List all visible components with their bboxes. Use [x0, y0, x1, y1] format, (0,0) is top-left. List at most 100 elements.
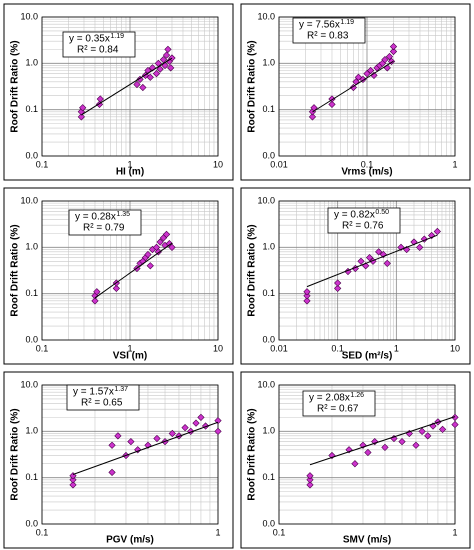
plot-frame — [278, 384, 456, 525]
data-point — [385, 52, 394, 61]
data-point — [306, 472, 314, 480]
annotation-equation: y = 1.57x — [73, 387, 114, 398]
annotation-r2: R² = 0.83 — [307, 31, 349, 42]
y-tick-label: 1.0 — [25, 242, 38, 252]
data-point — [79, 104, 87, 112]
data-point — [398, 437, 406, 446]
plot-frame — [41, 16, 219, 157]
annotation-box — [62, 31, 136, 58]
data-point — [153, 434, 161, 443]
data-point — [214, 427, 222, 435]
data-point — [303, 288, 311, 296]
data-point — [214, 417, 222, 425]
x-tick-label: 1 — [452, 527, 457, 537]
data-point — [192, 419, 200, 427]
annotation-equation: y = 0.28x — [75, 212, 116, 223]
x-tick-label: 0.01 — [270, 159, 288, 169]
y-tick-label: 10.0 — [20, 11, 38, 21]
y-tick-label: 0.1 — [25, 288, 38, 298]
data-point — [152, 69, 161, 78]
data-point — [164, 45, 172, 54]
x-axis-label: VSI (m) — [113, 351, 147, 362]
data-point — [410, 238, 418, 246]
data-point — [95, 100, 104, 109]
y-axis-label: Roof Drift Ratio (%) — [10, 408, 21, 500]
data-point — [412, 441, 420, 449]
data-point — [416, 243, 424, 251]
data-point — [375, 248, 383, 256]
y-tick-label: 0.0 — [262, 150, 275, 160]
data-point — [77, 113, 85, 121]
y-tick-label: 1.0 — [262, 58, 275, 68]
data-point — [306, 481, 314, 489]
data-point — [306, 476, 314, 484]
trend-line — [72, 421, 219, 475]
data-point — [387, 57, 396, 66]
data-point — [303, 292, 311, 300]
y-tick-label: 0.0 — [262, 518, 275, 528]
data-point — [144, 250, 152, 259]
data-point — [93, 288, 101, 296]
y-tick-label: 0.1 — [262, 472, 275, 482]
annotation-exponent: 0.50 — [375, 209, 389, 216]
y-axis-label: Roof Drift Ratio (%) — [10, 224, 21, 316]
data-point — [381, 443, 389, 452]
data-point — [156, 65, 164, 73]
y-tick-label: 0.0 — [25, 518, 38, 528]
data-point — [136, 75, 144, 84]
y-tick-label: 10.0 — [257, 379, 275, 389]
data-point — [351, 460, 359, 468]
data-point — [308, 113, 317, 121]
plot-frame — [41, 200, 219, 341]
data-point — [354, 73, 363, 81]
data-point — [144, 441, 152, 449]
annotation-box — [302, 390, 376, 417]
x-tick-label: 10 — [213, 159, 223, 169]
trend-line — [94, 242, 173, 299]
data-point — [389, 42, 398, 51]
data-point — [364, 448, 372, 457]
x-tick-label: 1 — [127, 343, 132, 353]
y-tick-label: 0.0 — [25, 150, 38, 160]
y-tick-label: 0.0 — [262, 334, 275, 344]
trend-line — [81, 57, 173, 116]
x-tick-label: 1 — [394, 343, 399, 353]
data-point — [69, 481, 77, 489]
data-point — [428, 231, 436, 240]
data-point — [114, 432, 122, 440]
data-point — [112, 284, 120, 293]
data-point — [351, 264, 359, 273]
x-tick-label: 10 — [450, 343, 460, 353]
y-tick-label: 10.0 — [257, 11, 275, 21]
annotation-box — [66, 384, 140, 411]
data-point — [168, 429, 176, 438]
y-tick-label: 0.0 — [25, 334, 38, 344]
annotation-r2: R² = 0.76 — [342, 221, 384, 232]
annotation-exponent: 1.19 — [340, 19, 354, 26]
annotation-exponent: 1.26 — [350, 392, 364, 399]
data-point — [334, 279, 342, 287]
annotation-exponent: 1.37 — [114, 386, 128, 393]
data-point — [433, 227, 441, 236]
y-axis-label: Roof Drift Ratio (%) — [247, 40, 258, 132]
y-tick-label: 10.0 — [20, 379, 38, 389]
annotation-exponent: 1.19 — [110, 33, 124, 40]
y-tick-label: 1.0 — [262, 426, 275, 436]
y-axis-label: Roof Drift Ratio (%) — [247, 408, 258, 500]
data-point — [389, 47, 398, 56]
y-tick-label: 1.0 — [25, 58, 38, 68]
data-point — [420, 235, 428, 243]
y-tick-label: 1.0 — [262, 242, 275, 252]
data-point — [139, 83, 147, 92]
y-tick-label: 10.0 — [20, 195, 38, 205]
trend-line — [306, 234, 438, 288]
x-tick-label: 0.01 — [270, 343, 288, 353]
data-point — [451, 413, 459, 422]
annotation-r2: R² = 0.84 — [77, 45, 119, 56]
annotation-box — [68, 209, 142, 236]
data-point — [365, 253, 374, 262]
data-point — [383, 259, 391, 268]
x-tick-label: 0.1 — [273, 527, 286, 537]
annotation-r2: R² = 0.67 — [317, 404, 359, 415]
